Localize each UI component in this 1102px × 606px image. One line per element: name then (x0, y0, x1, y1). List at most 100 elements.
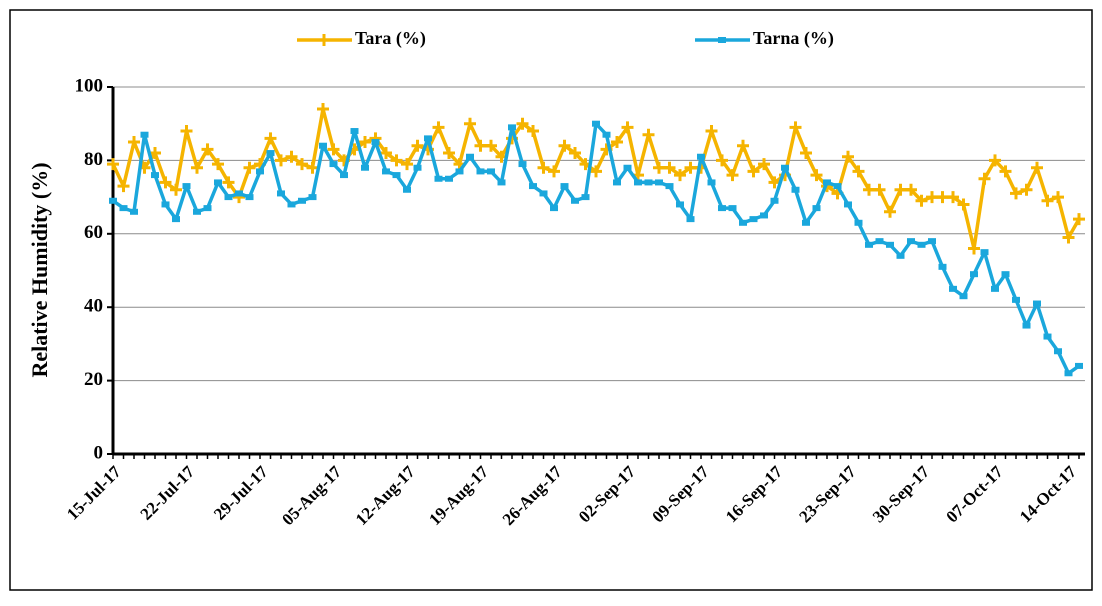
data-point (915, 194, 928, 207)
data-point (842, 150, 854, 163)
data-point (1012, 296, 1020, 303)
data-point (107, 158, 119, 171)
data-point (749, 216, 758, 223)
data-point (361, 164, 369, 171)
data-point (214, 179, 222, 186)
data-point (928, 238, 936, 245)
data-point (151, 172, 159, 179)
data-point (812, 205, 821, 212)
data-point (936, 191, 949, 204)
data-point (613, 179, 621, 186)
data-point (172, 216, 180, 223)
data-point (949, 285, 957, 292)
data-point (306, 161, 319, 174)
data-point (896, 252, 905, 259)
data-point (665, 183, 674, 190)
data-point (894, 183, 907, 196)
data-point (203, 205, 212, 212)
data-point (602, 131, 611, 138)
data-point (1022, 322, 1031, 329)
data-point (716, 154, 728, 167)
data-point (1043, 333, 1052, 340)
data-point (810, 169, 823, 182)
data-point (117, 180, 130, 193)
data-point (558, 139, 571, 152)
data-point (128, 136, 140, 149)
data-point (485, 139, 497, 152)
data-point (529, 183, 537, 190)
data-point (527, 125, 539, 138)
data-point (907, 238, 915, 245)
data-point (581, 194, 590, 201)
data-point (1062, 231, 1075, 244)
data-point (989, 154, 1001, 167)
data-point (991, 285, 999, 292)
data-point (644, 179, 653, 186)
data-point (256, 168, 264, 175)
data-point (884, 205, 896, 218)
data-point (235, 190, 243, 197)
data-point (537, 161, 550, 174)
data-point (159, 176, 172, 189)
data-point (518, 161, 527, 168)
data-point (676, 201, 684, 208)
data-point (476, 168, 485, 175)
data-point (319, 142, 327, 149)
data-point (296, 158, 308, 171)
data-point (697, 153, 705, 160)
data-point (653, 161, 665, 174)
data-point (970, 271, 978, 278)
data-point (718, 205, 726, 212)
legend-marker (718, 37, 726, 43)
data-point (1073, 213, 1085, 226)
data-point (873, 183, 886, 196)
data-point (548, 165, 560, 178)
data-point (464, 117, 476, 130)
data-point (739, 219, 747, 226)
data-point (298, 197, 306, 204)
data-point (119, 205, 128, 212)
data-point (1020, 183, 1033, 196)
y-tick-label: 20 (84, 369, 103, 390)
data-point (957, 198, 970, 211)
data-point (371, 139, 380, 146)
data-point (823, 179, 831, 186)
data-point (550, 205, 558, 212)
data-point (350, 128, 359, 135)
data-point (833, 183, 842, 190)
data-point (487, 168, 495, 175)
chart-border (9, 9, 1093, 591)
data-point (539, 190, 548, 197)
data-point (863, 183, 875, 196)
data-point (852, 165, 865, 178)
legend-label: Tarna (%) (753, 28, 834, 49)
data-point (655, 179, 663, 186)
data-point (380, 147, 392, 160)
data-point (277, 190, 285, 197)
legend-marker (318, 34, 330, 46)
data-point (623, 164, 632, 171)
data-point (287, 201, 296, 208)
data-point (747, 165, 760, 178)
data-point (947, 191, 959, 204)
data-point (728, 205, 737, 212)
data-point (445, 175, 453, 182)
legend-label: Tara (%) (355, 28, 426, 49)
y-tick-label: 40 (84, 296, 103, 317)
data-point (802, 219, 810, 226)
data-point (621, 121, 634, 134)
y-tick-label: 100 (75, 75, 104, 96)
data-point (642, 128, 655, 141)
data-point (758, 158, 770, 171)
data-point (760, 212, 768, 219)
data-point (403, 186, 411, 193)
data-point (201, 143, 214, 156)
data-point (1054, 348, 1062, 355)
data-point (959, 293, 968, 300)
data-point (359, 136, 371, 149)
data-point (434, 175, 443, 182)
y-tick-label: 60 (84, 222, 103, 243)
data-point (497, 179, 506, 186)
data-point (392, 172, 401, 179)
